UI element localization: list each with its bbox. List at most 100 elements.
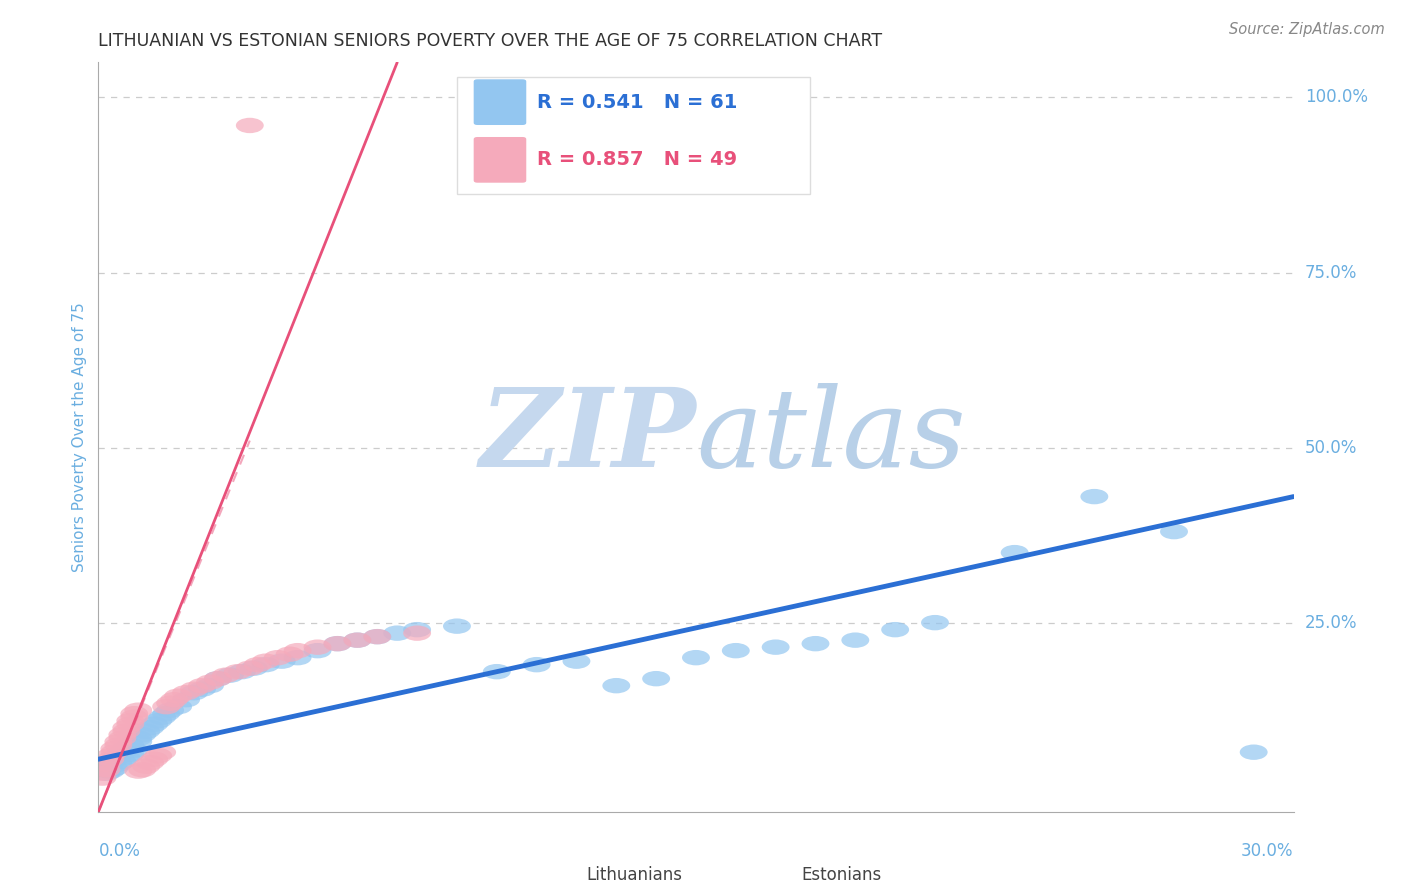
FancyBboxPatch shape [474,79,526,125]
Text: Source: ZipAtlas.com: Source: ZipAtlas.com [1229,22,1385,37]
Ellipse shape [104,734,132,749]
Ellipse shape [89,765,117,780]
Ellipse shape [921,615,949,631]
Ellipse shape [108,727,136,742]
Ellipse shape [1080,489,1108,504]
Ellipse shape [165,699,193,714]
Ellipse shape [100,751,128,767]
Ellipse shape [141,751,169,767]
Ellipse shape [841,632,869,648]
Text: 0.0%: 0.0% [98,842,141,860]
Ellipse shape [108,754,136,769]
Ellipse shape [121,709,148,725]
Ellipse shape [180,681,208,697]
Ellipse shape [117,713,145,729]
Text: atlas: atlas [696,384,966,491]
Ellipse shape [93,762,121,778]
Text: 100.0%: 100.0% [1305,88,1368,106]
Ellipse shape [562,654,591,669]
Ellipse shape [264,650,291,665]
Ellipse shape [136,720,165,735]
Ellipse shape [523,657,551,673]
Ellipse shape [801,636,830,651]
FancyBboxPatch shape [457,78,810,194]
Text: 50.0%: 50.0% [1305,439,1357,457]
Ellipse shape [89,771,117,786]
Ellipse shape [117,747,145,762]
Ellipse shape [304,640,332,655]
Ellipse shape [100,741,128,756]
Ellipse shape [128,762,156,778]
Ellipse shape [97,751,124,767]
Ellipse shape [1160,524,1188,540]
Ellipse shape [284,643,312,658]
Ellipse shape [224,664,252,680]
Ellipse shape [188,681,217,697]
Ellipse shape [188,678,217,693]
Ellipse shape [363,629,391,644]
Text: 75.0%: 75.0% [1305,263,1357,282]
Ellipse shape [104,756,132,772]
Ellipse shape [136,755,165,771]
Ellipse shape [276,647,304,662]
Ellipse shape [180,685,208,700]
Ellipse shape [104,738,132,753]
Ellipse shape [172,692,200,707]
Text: R = 0.541   N = 61: R = 0.541 N = 61 [537,93,737,112]
Ellipse shape [124,703,152,718]
Ellipse shape [1240,745,1268,760]
Ellipse shape [228,664,256,680]
Ellipse shape [156,696,184,711]
Ellipse shape [682,650,710,665]
Text: 30.0%: 30.0% [1241,842,1294,860]
Ellipse shape [93,758,121,774]
Ellipse shape [384,625,411,640]
Ellipse shape [643,671,671,686]
Ellipse shape [217,667,243,683]
Ellipse shape [882,622,910,638]
Ellipse shape [443,618,471,634]
Ellipse shape [1001,545,1029,560]
Ellipse shape [97,748,124,764]
Ellipse shape [156,703,184,718]
Ellipse shape [195,674,224,690]
Ellipse shape [165,689,193,704]
Ellipse shape [721,643,749,658]
Ellipse shape [602,678,630,693]
Ellipse shape [152,706,180,722]
Y-axis label: Seniors Poverty Over the Age of 75: Seniors Poverty Over the Age of 75 [72,302,87,572]
Ellipse shape [124,731,152,746]
Ellipse shape [145,748,172,764]
Text: 25.0%: 25.0% [1305,614,1357,632]
Ellipse shape [141,716,169,732]
Ellipse shape [89,762,117,778]
Ellipse shape [97,764,124,779]
Ellipse shape [323,636,352,651]
FancyBboxPatch shape [524,859,578,892]
Ellipse shape [148,745,176,760]
Ellipse shape [343,632,371,648]
Ellipse shape [121,742,148,758]
Ellipse shape [212,667,240,683]
Ellipse shape [117,716,145,732]
Ellipse shape [121,706,148,722]
FancyBboxPatch shape [740,859,793,892]
Ellipse shape [124,764,152,779]
Ellipse shape [363,629,391,644]
Ellipse shape [482,664,510,680]
Ellipse shape [112,749,141,764]
Ellipse shape [148,709,176,725]
Ellipse shape [172,685,200,700]
Ellipse shape [124,734,152,749]
Ellipse shape [236,118,264,133]
Ellipse shape [128,727,156,742]
Ellipse shape [132,723,160,739]
Text: Lithuanians: Lithuanians [586,866,682,884]
Ellipse shape [252,657,280,673]
Ellipse shape [97,755,124,771]
Ellipse shape [104,748,132,764]
Ellipse shape [323,636,352,651]
Text: LITHUANIAN VS ESTONIAN SENIORS POVERTY OVER THE AGE OF 75 CORRELATION CHART: LITHUANIAN VS ESTONIAN SENIORS POVERTY O… [98,32,883,50]
Ellipse shape [93,756,121,772]
Ellipse shape [236,660,264,676]
